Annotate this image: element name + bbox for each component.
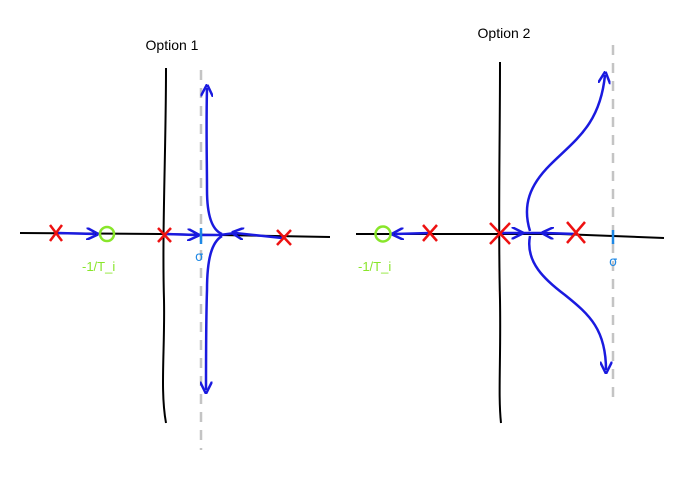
option1-zero-icon (98, 225, 116, 243)
option2-pole-right-icon (566, 221, 586, 244)
option2-locus-left (395, 233, 431, 234)
option1-diagram: Option 1 -1/T_i σ (19, 37, 331, 450)
option2-locus-right (545, 233, 577, 234)
option1-locus-right (235, 233, 283, 238)
option1-locus-down (206, 234, 223, 390)
option2-zero-icon (374, 225, 392, 243)
option1-imag-axis (161, 67, 167, 424)
option2-pole-origin-icon (489, 222, 511, 245)
option1-pole-left-icon (49, 224, 63, 242)
option2-locus-up (525, 75, 605, 232)
option2-sigma-label: σ (609, 255, 617, 270)
option1-pole-origin-icon (157, 227, 172, 243)
option1-locus-up (207, 88, 223, 236)
option2-locus-down (527, 235, 606, 370)
option1-zero-label: -1/T_i (82, 259, 115, 274)
option1-locus-right-b (219, 231, 236, 237)
option1-sigma-label: σ (195, 250, 203, 265)
option2-pole-left-icon (422, 224, 438, 242)
option2-title: Option 2 (478, 25, 531, 41)
option2-zero-label: -1/T_i (358, 259, 391, 274)
option1-title: Option 1 (146, 37, 199, 53)
option1-locus-left (57, 233, 95, 234)
option2-diagram: Option 2 -1/T_i σ (356, 25, 665, 424)
option2-imag-axis (498, 61, 502, 424)
option1-pole-right-icon (276, 229, 292, 246)
option1-locus-origin (165, 234, 196, 235)
